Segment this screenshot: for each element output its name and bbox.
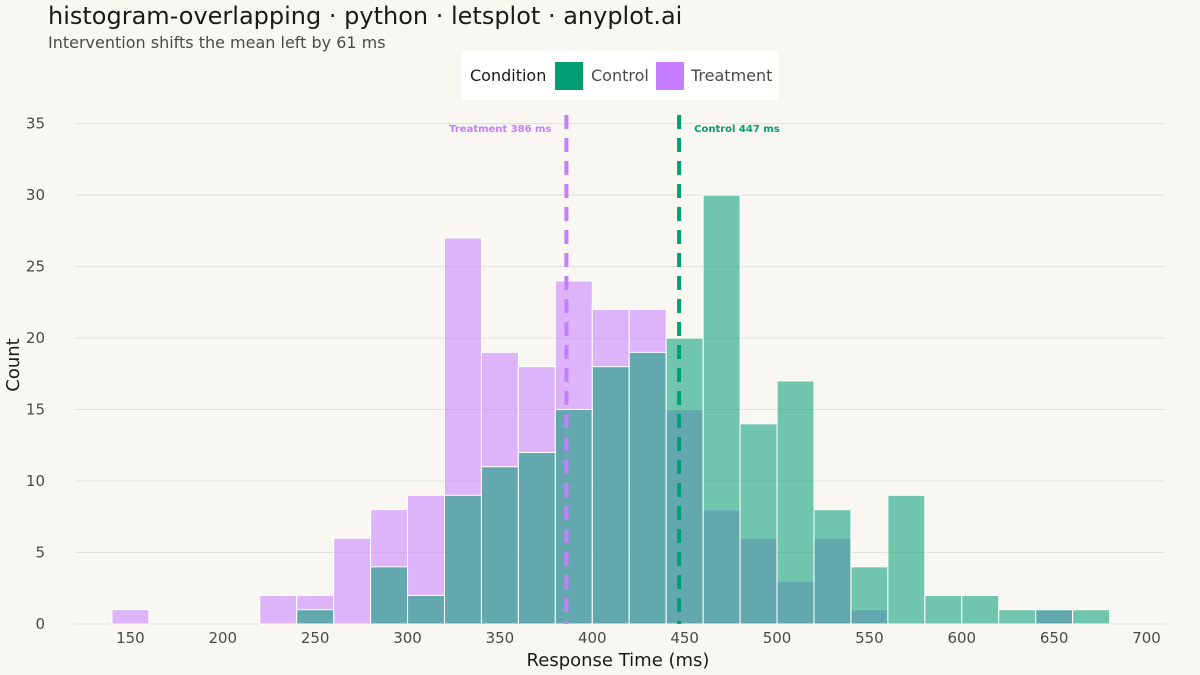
- y-tick-label: 15: [26, 401, 45, 419]
- x-tick-label: 600: [947, 629, 976, 647]
- histogram-bars: [111, 194, 1111, 625]
- bar-control: [480, 466, 519, 625]
- bar-control: [443, 494, 482, 625]
- bar-treatment: [333, 537, 372, 625]
- x-tick-label: 500: [763, 629, 792, 647]
- axis-ticks: 0 5 10 15 20 25 30 35 150 200 250 300 350 400 450 500 55…: [26, 115, 1161, 647]
- x-tick-label: 200: [208, 629, 237, 647]
- x-tick-label: 250: [301, 629, 330, 647]
- mean-lines: Treatment 386 ms Control 447 ms: [449, 115, 780, 624]
- bar-control: [554, 409, 593, 625]
- x-tick-label: 450: [670, 629, 699, 647]
- legend-swatch-treatment: [656, 62, 684, 90]
- x-tick-label: 650: [1040, 629, 1069, 647]
- x-tick-label: 550: [855, 629, 884, 647]
- bar-control: [702, 194, 741, 625]
- x-axis-title: Response Time (ms): [527, 650, 710, 671]
- y-tick-label: 20: [26, 329, 45, 347]
- legend-swatch-control: [555, 62, 583, 90]
- bar-control: [887, 494, 926, 625]
- bar-control: [370, 566, 409, 625]
- bar-control: [961, 594, 1000, 625]
- y-tick-label: 5: [35, 544, 45, 562]
- x-tick-label: 700: [1132, 629, 1161, 647]
- legend-background: [462, 51, 778, 100]
- x-tick-label: 400: [578, 629, 607, 647]
- bar-control: [924, 594, 963, 625]
- y-tick-label: 35: [26, 115, 45, 133]
- bar-control: [850, 566, 889, 625]
- chart-title: histogram-overlapping · python · letsplo…: [48, 2, 682, 30]
- y-tick-label: 10: [26, 472, 45, 490]
- bar-control: [296, 609, 335, 625]
- bar-control: [628, 351, 667, 625]
- mean-label-control: Control 447 ms: [694, 124, 780, 135]
- bar-control: [517, 451, 556, 625]
- bar-control: [665, 337, 704, 625]
- bar-treatment: [111, 609, 150, 625]
- y-axis-title: Count: [3, 338, 24, 391]
- y-tick-label: 25: [26, 258, 45, 276]
- y-tick-label: 0: [35, 615, 45, 633]
- x-tick-label: 300: [393, 629, 422, 647]
- legend-label-treatment: Treatment: [690, 66, 772, 85]
- chart-subtitle: Intervention shifts the mean left by 61 …: [48, 33, 386, 52]
- bar-control: [998, 609, 1037, 625]
- bar-control: [776, 380, 815, 625]
- bar-treatment: [259, 594, 298, 625]
- bar-control: [813, 509, 852, 625]
- x-tick-label: 150: [116, 629, 145, 647]
- bar-control: [407, 594, 445, 625]
- bar-control: [1072, 609, 1111, 625]
- bar-control: [1035, 609, 1074, 625]
- legend: Condition Control Treatment: [462, 51, 778, 100]
- x-tick-label: 350: [486, 629, 515, 647]
- y-tick-label: 30: [26, 186, 45, 204]
- legend-title: Condition: [470, 66, 546, 85]
- mean-label-treatment: Treatment 386 ms: [449, 124, 551, 135]
- bar-control: [591, 366, 630, 625]
- legend-label-control: Control: [591, 66, 649, 85]
- bar-control: [739, 423, 778, 625]
